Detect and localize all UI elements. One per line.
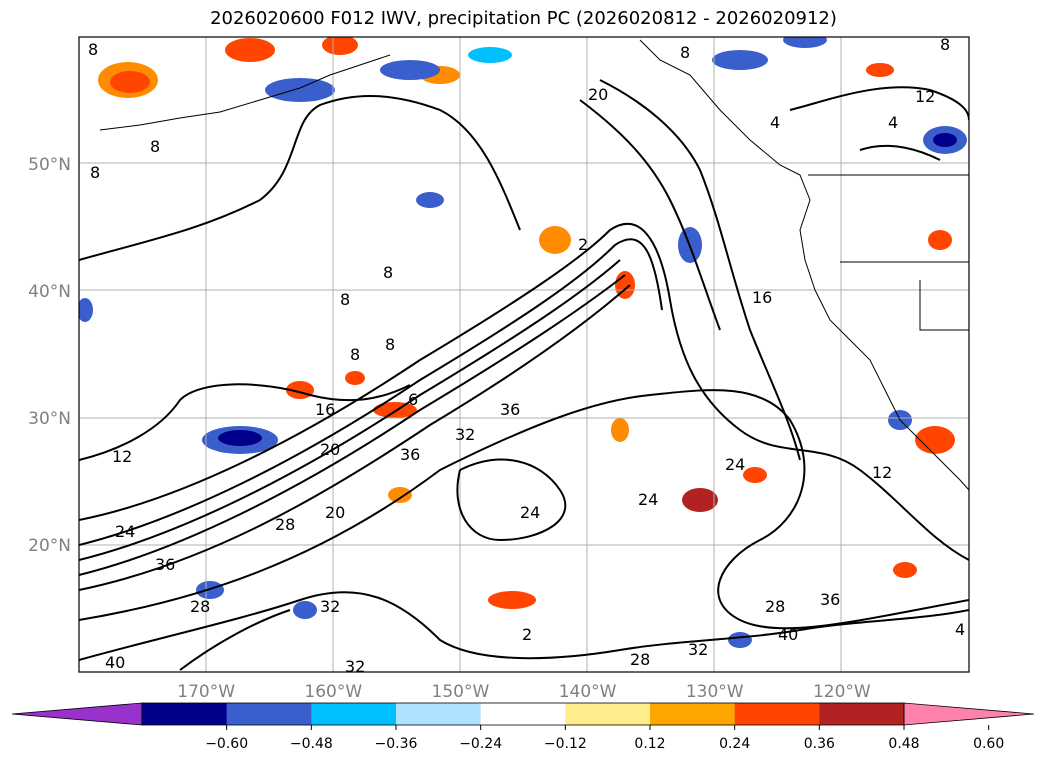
map-area xyxy=(79,37,969,672)
contour-label: 40 xyxy=(778,625,798,644)
contour-label: 12 xyxy=(112,447,132,466)
colorbar-segment xyxy=(226,703,312,725)
contour-label: 36 xyxy=(400,445,420,464)
contour-label: 4 xyxy=(955,620,965,639)
contour-label: 4 xyxy=(770,113,780,132)
colorbar-tick-label: 0.36 xyxy=(804,736,835,752)
contour-label: 40 xyxy=(105,653,125,672)
colorbar-tick-label: −0.12 xyxy=(544,736,587,752)
colorbar-tick-label: −0.48 xyxy=(290,736,333,752)
colorbar-segment xyxy=(565,703,651,725)
contour-label: 2 xyxy=(578,235,588,254)
latitude-tick-label: 40°N xyxy=(28,282,71,302)
contour-label: 28 xyxy=(275,515,295,534)
contour-label: 24 xyxy=(520,503,540,522)
contour-label: 36 xyxy=(500,400,520,419)
contour-label: 36 xyxy=(820,590,840,609)
contour-label: 8 xyxy=(680,43,690,62)
contour-label: 28 xyxy=(190,597,210,616)
colorbar-segment xyxy=(819,703,905,725)
colorbar-segment xyxy=(142,703,228,725)
iwv-contour-labels: 8 8 8 8 8 8 8 8 8 12 12 12 16 16 20 20 2… xyxy=(88,35,965,676)
contour-label: 16 xyxy=(315,400,335,419)
colorbar: −0.60 −0.48 −0.36 −0.24 −0.12 0.12 0.24 0.36 0.4… xyxy=(11,702,1035,752)
colorbar-tick-label: 0.60 xyxy=(973,736,1004,752)
contour-label: 20 xyxy=(588,85,608,104)
contour-label: 2 xyxy=(522,625,532,644)
contour-label: 8 xyxy=(940,35,950,54)
contour-label: 8 xyxy=(340,290,350,309)
contour-label: 24 xyxy=(725,455,745,474)
contour-label: 12 xyxy=(872,463,892,482)
colorbar-segment xyxy=(650,703,736,725)
longitude-tick-label: 130°W xyxy=(686,682,744,702)
contour-label: 8 xyxy=(383,263,393,282)
latitude-tick-label: 50°N xyxy=(28,155,71,175)
contour-label: 24 xyxy=(638,490,658,509)
colorbar-tick-label: 0.24 xyxy=(719,736,750,752)
contour-label: 24 xyxy=(115,522,135,541)
colorbar-segment xyxy=(311,703,397,725)
contour-label: 8 xyxy=(90,163,100,182)
longitude-tick-label: 140°W xyxy=(559,682,617,702)
map-frame xyxy=(78,36,970,673)
graticule xyxy=(79,37,969,672)
latitude-tick-label: 20°N xyxy=(28,536,71,556)
latitude-tick-label: 30°N xyxy=(28,409,71,429)
longitude-tick-label: 170°W xyxy=(177,682,235,702)
colorbar-segment xyxy=(480,703,566,725)
longitude-tick-label: 150°W xyxy=(432,682,490,702)
latitude-labels: 50°N 40°N 30°N 20°N xyxy=(28,155,71,556)
contour-label: 8 xyxy=(150,137,160,156)
contour-label: 12 xyxy=(915,87,935,106)
contour-label: 32 xyxy=(345,657,365,676)
colorbar-tick-label: −0.36 xyxy=(375,736,418,752)
iwv-contours xyxy=(79,79,969,671)
contour-label: 32 xyxy=(320,597,340,616)
contour-label: 36 xyxy=(155,555,175,574)
colorbar-frame xyxy=(141,702,905,726)
precip-patches xyxy=(79,37,967,648)
colorbar-segment xyxy=(734,703,820,725)
contour-label: 8 xyxy=(350,345,360,364)
contour-label: 20 xyxy=(325,503,345,522)
contour-label: 32 xyxy=(455,425,475,444)
colorbar-extend-min xyxy=(11,702,143,726)
contour-label: 8 xyxy=(385,335,395,354)
contour-label: 28 xyxy=(765,597,785,616)
longitude-tick-label: 160°W xyxy=(304,682,362,702)
contour-label: 8 xyxy=(88,40,98,59)
colorbar-extend-max xyxy=(903,702,1035,726)
contour-label: 4 xyxy=(888,113,898,132)
colorbar-segment xyxy=(396,703,482,725)
longitude-tick-label: 120°W xyxy=(813,682,871,702)
colorbar-tick-label: 0.12 xyxy=(634,736,665,752)
contour-label: 28 xyxy=(630,650,650,669)
coastlines xyxy=(99,39,969,491)
contour-label: 20 xyxy=(320,440,340,459)
contour-label: 6 xyxy=(408,390,418,409)
contour-label: 16 xyxy=(752,288,772,307)
colorbar-tick-label: 0.48 xyxy=(888,736,919,752)
page-title: 2026020600 F012 IWV, precipitation PC (2… xyxy=(210,8,837,29)
colorbar-tick-label: −0.24 xyxy=(459,736,502,752)
longitude-labels: 170°W 160°W 150°W 140°W 130°W 120°W xyxy=(177,682,871,702)
colorbar-tick-label: −0.60 xyxy=(205,736,248,752)
contour-label: 32 xyxy=(688,640,708,659)
